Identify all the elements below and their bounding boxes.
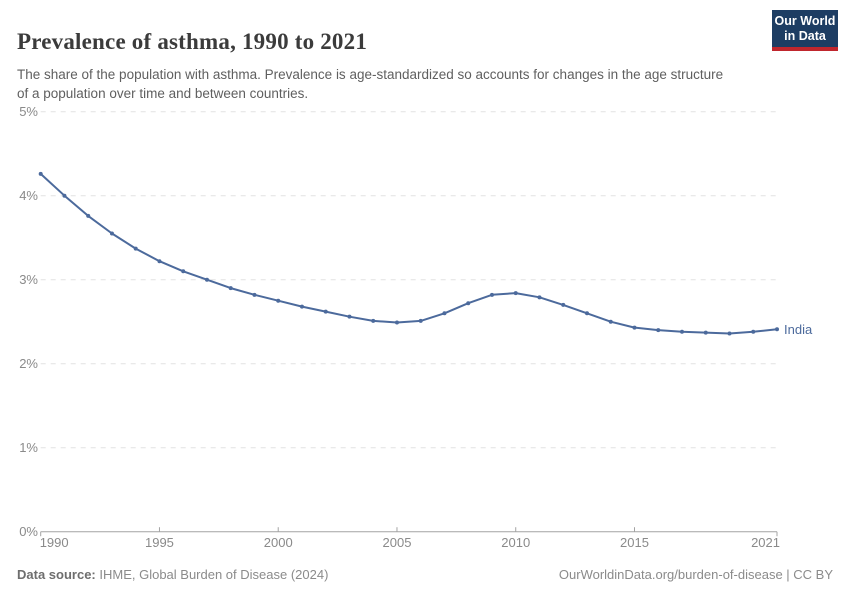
y-tick-label: 0% — [19, 524, 38, 539]
chart-subtitle: The share of the population with asthma.… — [17, 66, 724, 101]
data-source-note: Data source: IHME, Global Burden of Dise… — [17, 567, 328, 582]
series-point[interactable] — [109, 231, 114, 236]
series-point[interactable] — [181, 269, 186, 274]
series-point[interactable] — [727, 331, 732, 336]
y-tick-label: 5% — [19, 104, 38, 119]
series-point[interactable] — [608, 319, 613, 324]
series-point[interactable] — [394, 320, 399, 325]
x-tick-label: 1995 — [145, 535, 174, 550]
series-line-india[interactable] — [39, 172, 778, 335]
series-label-india[interactable]: India — [784, 322, 813, 337]
data-source-label: Data source: — [17, 567, 96, 582]
series-point[interactable] — [371, 318, 376, 323]
series-point[interactable] — [347, 314, 352, 319]
series-point[interactable] — [62, 193, 67, 198]
y-tick-label: 1% — [19, 440, 38, 455]
series-point[interactable] — [632, 325, 637, 330]
series-point[interactable] — [228, 286, 233, 291]
owid-logo-line2: in Data — [784, 29, 826, 43]
data-source-text: IHME, Global Burden of Disease (2024) — [95, 567, 329, 582]
series-point[interactable] — [299, 304, 304, 309]
series-point[interactable] — [466, 301, 471, 306]
series-point[interactable] — [513, 291, 518, 296]
y-tick-label: 4% — [19, 188, 38, 203]
owid-logo-line1: Our World — [774, 14, 836, 28]
series-point[interactable] — [418, 318, 423, 323]
series-point[interactable] — [38, 171, 43, 176]
series-point[interactable] — [86, 213, 91, 218]
series-point[interactable] — [276, 298, 281, 303]
x-tick-label: 1990 — [40, 535, 69, 550]
series-point[interactable] — [656, 328, 661, 333]
series-point[interactable] — [252, 292, 257, 297]
series-point[interactable] — [751, 329, 756, 334]
series-point[interactable] — [537, 295, 542, 300]
series-point[interactable] — [561, 302, 566, 307]
chart-title: Prevalence of asthma, 1990 to 2021 — [17, 29, 368, 55]
owid-logo[interactable]: Our World in Data — [772, 10, 838, 51]
y-tick-label: 3% — [19, 272, 38, 287]
series-point[interactable] — [204, 277, 209, 282]
series-point[interactable] — [442, 311, 447, 316]
y-tick-label: 2% — [19, 356, 38, 371]
series-point[interactable] — [157, 259, 162, 264]
series-point[interactable] — [584, 311, 589, 316]
x-tick-label: 2000 — [264, 535, 293, 550]
series-point[interactable] — [679, 329, 684, 334]
credit-link[interactable]: OurWorldinData.org/burden-of-disease | C… — [558, 567, 833, 582]
x-tick-label: 2010 — [501, 535, 530, 550]
x-tick-label: 2021 — [751, 535, 780, 550]
series-point[interactable] — [489, 292, 494, 297]
x-tick-label: 2015 — [620, 535, 649, 550]
series-point[interactable] — [323, 309, 328, 314]
x-tick-label: 2005 — [383, 535, 412, 550]
series-point[interactable] — [775, 327, 779, 332]
series-point[interactable] — [133, 246, 138, 251]
series-point[interactable] — [703, 330, 708, 335]
chart-footer: Data source: IHME, Global Burden of Dise… — [17, 567, 833, 582]
